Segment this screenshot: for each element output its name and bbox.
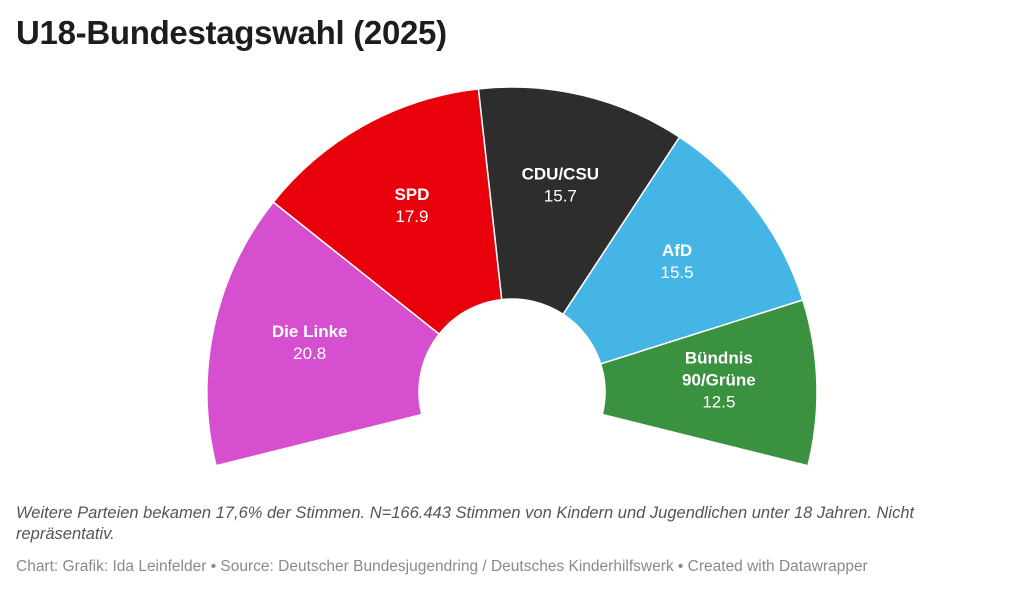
slice-label-b-ndnis-90-gr-ne: Bündnis 90/Grüne 12.5 (682, 349, 756, 412)
slice-b-ndnis-90-gr-ne[interactable] (599, 299, 818, 467)
slice-label-spd: SPD 17.9 (394, 185, 429, 226)
slice-name-spd: SPD (394, 185, 429, 204)
slice-label-die-linke: Die Linke 20.8 (272, 322, 348, 363)
slice-label-cdu-csu: CDU/CSU 15.7 (522, 165, 599, 206)
slice-cdu-csu[interactable] (477, 86, 681, 316)
chart-credits: Chart: Grafik: Ida Leinfelder • Source: … (16, 558, 868, 575)
semicircle-donut-chart: Die Linke 20.8 SPD 17.9 CDU/CSU 15.7 AfD 15.5 Bü… (206, 86, 818, 467)
labels-layer: Die Linke 20.8 SPD 17.9 CDU/CSU 15.7 AfD 15.5 Bü… (272, 165, 756, 412)
slice-value-afd: 15.5 (661, 263, 694, 282)
slice-die-linke[interactable] (206, 201, 441, 467)
slice-name-die-linke: Die Linke (272, 322, 348, 341)
slice-name-b-ndnis-90-gr-ne-2: 90/Grüne (682, 371, 756, 390)
chart-title: U18-Bundestagswahl (2025) (16, 14, 447, 51)
slice-name-afd: AfD (662, 241, 692, 260)
slice-value-b-ndnis-90-gr-ne: 12.5 (702, 393, 735, 412)
slice-spd[interactable] (272, 88, 503, 336)
slice-name-b-ndnis-90-gr-ne-1: Bündnis (685, 349, 753, 368)
slice-value-die-linke: 20.8 (293, 344, 326, 363)
slice-value-cdu-csu: 15.7 (544, 187, 577, 206)
slices-layer (206, 86, 818, 467)
slice-value-spd: 17.9 (395, 207, 428, 226)
slice-name-cdu-csu: CDU/CSU (522, 165, 599, 184)
chart-notes: Weitere Parteien bekamen 17,6% der Stimm… (16, 504, 915, 543)
slice-afd[interactable] (562, 136, 804, 365)
slice-label-afd: AfD 15.5 (661, 241, 694, 282)
chart-area: Die Linke 20.8 SPD 17.9 CDU/CSU 15.7 AfD 15.5 Bü… (0, 60, 1024, 490)
